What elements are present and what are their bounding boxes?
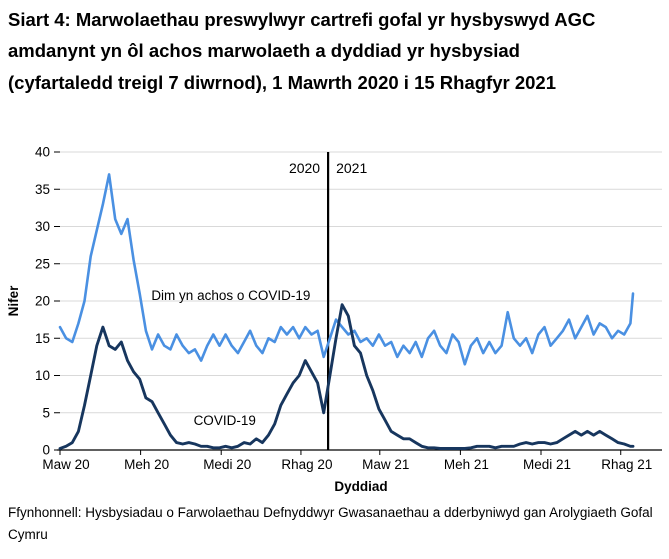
x-tick-label: Meh 21	[444, 457, 489, 472]
axis-title-y: Nifer	[6, 285, 21, 317]
y-tick-label: 5	[42, 405, 50, 420]
x-tick-label: Maw 21	[362, 457, 409, 472]
y-tick-label: 25	[35, 256, 50, 271]
series-label-non-covid: Dim yn achos o COVID-19	[151, 288, 310, 303]
x-tick-label: Maw 20	[42, 457, 89, 472]
x-tick-label: Medi 20	[203, 457, 251, 472]
year-label-left: 2020	[289, 160, 320, 176]
x-tick-label: Meh 20	[124, 457, 169, 472]
y-tick-label: 10	[35, 368, 50, 383]
source-note: Ffynhonnell: Hysbysiadau o Farwolaethau …	[8, 505, 653, 542]
line-chart: 0 5 10 15 20 25 30 35 40 Maw 20 Meh 20 Medi 20 Rhag …	[6, 145, 662, 494]
y-tick-label: 35	[35, 182, 50, 197]
year-label-right: 2021	[336, 160, 367, 176]
axis-title-x: Dyddiad	[334, 479, 387, 494]
series-label-covid: COVID-19	[194, 413, 256, 428]
chart-title: Siart 4: Marwolaethau preswylwyr cartref…	[8, 9, 596, 93]
x-tick-label: Rhag 21	[601, 457, 652, 472]
y-tick-label: 30	[35, 219, 50, 234]
x-tick-label: Medi 21	[523, 457, 571, 472]
y-tick-label: 40	[35, 145, 50, 160]
y-tick-label: 15	[35, 331, 50, 346]
y-tick-label: 0	[42, 443, 50, 458]
series-line-covid	[58, 303, 635, 450]
y-tick-label: 20	[35, 294, 50, 309]
series-line-non-covid	[58, 173, 635, 366]
x-tick-label: Rhag 20	[281, 457, 332, 472]
